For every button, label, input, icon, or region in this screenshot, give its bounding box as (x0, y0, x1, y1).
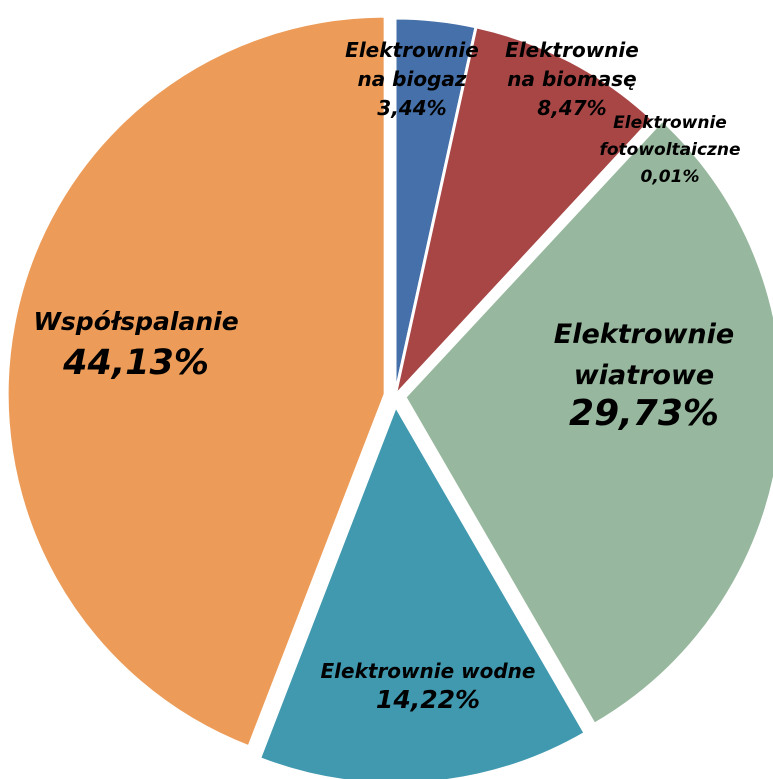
pie-slice-biomasa (393, 25, 654, 398)
slice-value-biogaz: 3,44% (377, 96, 446, 120)
pie-labels: Elektrownie na biogaz 3,44% Elektrownie na b… (33, 38, 740, 714)
data-label-wiatrowe: Elektrownie wiatrowe 29,73% (554, 319, 734, 434)
slice-name-wiatrowe: wiatrowe (574, 360, 714, 391)
slice-name-fotowoltaiczne: Elektrownie (613, 113, 727, 133)
data-label-wodne: Elektrownie wodne 14,22% (321, 659, 536, 714)
slice-name-biogaz: na biogaz (357, 67, 466, 91)
slice-value-fotowoltaiczne: 0,01% (641, 167, 700, 187)
slice-name-biomasa: na biomasę (507, 67, 636, 91)
pie-slice-wodne (258, 404, 587, 779)
data-label-biogaz: Elektrownie na biogaz 3,44% (345, 38, 479, 120)
data-label-fotowoltaiczne: Elektrownie fotowoltaiczne 0,01% (599, 113, 740, 187)
pie-slices (5, 14, 773, 779)
slice-value-wodne: 14,22% (376, 685, 480, 714)
pie-slice-fotowoltaiczne (393, 117, 654, 398)
slice-name-wiatrowe: Elektrownie (554, 319, 734, 350)
pie-slice-wspolspalanie (5, 14, 387, 749)
slice-name-biomasa: Elektrownie (505, 38, 639, 62)
slice-value-biomasa: 8,47% (537, 96, 606, 120)
slice-name-fotowoltaiczne: fotowoltaiczne (599, 140, 740, 160)
data-label-biomasa: Elektrownie na biomasę 8,47% (505, 38, 639, 120)
slice-value-wspolspalanie: 44,13% (62, 343, 209, 383)
pie-slice-wiatrowe (403, 118, 773, 726)
slice-name-wspolspalanie: Współspalanie (33, 307, 238, 336)
data-label-wspolspalanie: Współspalanie 44,13% (33, 307, 238, 383)
slice-name-biogaz: Elektrownie (345, 38, 479, 62)
slice-value-wiatrowe: 29,73% (569, 393, 719, 434)
slice-name-wodne: Elektrownie wodne (321, 659, 536, 683)
